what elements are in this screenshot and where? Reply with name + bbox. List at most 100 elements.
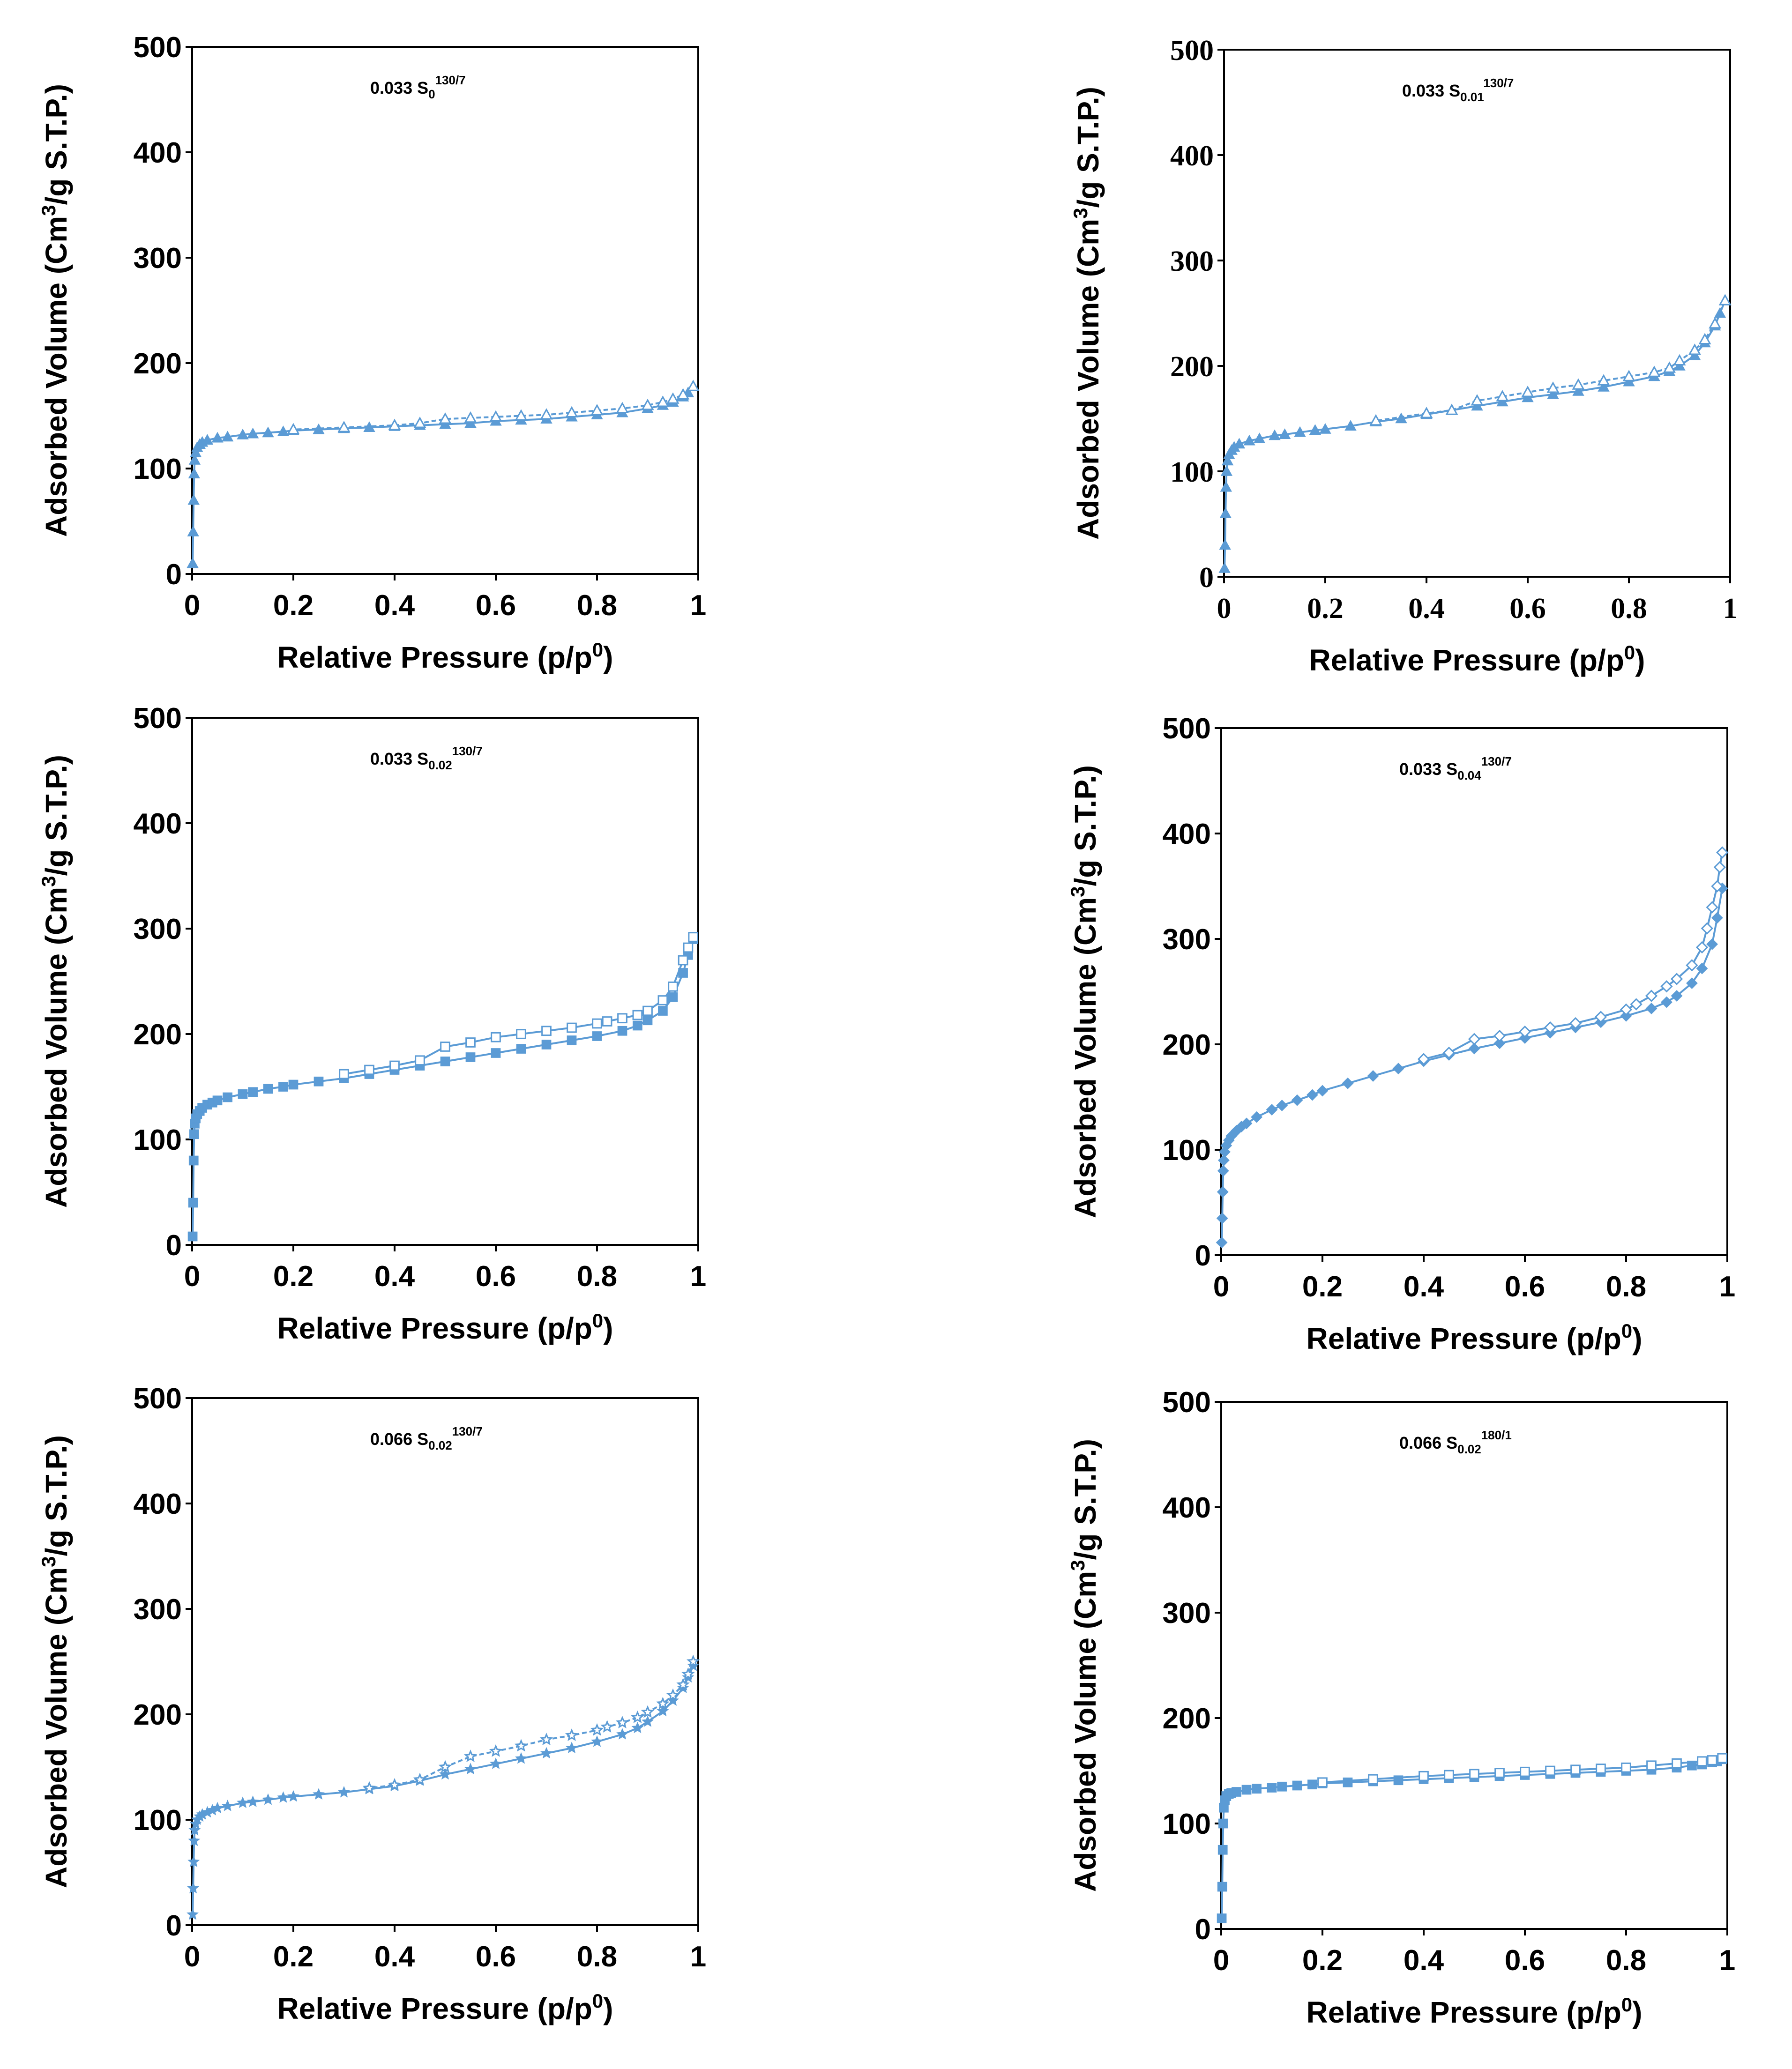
data-point-desorption [1545, 1765, 1555, 1776]
data-point-adsorption [287, 1790, 300, 1802]
data-point-desorption [1496, 390, 1509, 402]
y-tick-label: 0 [166, 1910, 182, 1942]
y-tick-label: 300 [134, 913, 182, 945]
x-tick-label: 1 [690, 1260, 706, 1293]
plot-frame [1223, 49, 1731, 578]
sample-label: 0.033 S0130/7 [370, 73, 466, 101]
data-point-desorption [1686, 959, 1698, 972]
y-axis-label-text: Adsorbed Volume (Cm [1071, 219, 1105, 540]
y-axis-label: Adsorbed Volume (Cm3/g S.T.P.) [37, 755, 73, 1208]
y-axis-label: Adsorbed Volume (Cm3/g S.T.P.) [37, 1435, 73, 1888]
data-point-adsorption [1251, 1111, 1263, 1123]
data-point-desorption [491, 1032, 501, 1042]
data-point-adsorption [237, 428, 249, 439]
data-point-desorption [1701, 922, 1713, 935]
y-axis-label-close: /g S.T.P.) [39, 84, 73, 205]
data-point-adsorption [1696, 962, 1708, 975]
data-point-desorption [602, 1016, 612, 1027]
chart-panel-1: 0 100 200 300 400 500 0 0.2 0.4 0.6 0.8 1 Relative P… [37, 19, 834, 674]
data-point-adsorption [491, 1048, 501, 1058]
data-point-desorption [677, 388, 690, 400]
data-point-desorption [1494, 1768, 1505, 1778]
data-point-desorption [1707, 1755, 1717, 1765]
data-point-adsorption [1714, 307, 1726, 318]
data-point-adsorption [1266, 1104, 1278, 1116]
data-point-desorption [388, 1778, 402, 1791]
data-point-adsorption [277, 1791, 290, 1803]
x-axis-label-text: Relative Pressure (p/p [277, 640, 592, 674]
x-axis-label-text: Relative Pressure (p/p [277, 1992, 592, 2025]
data-point-adsorption [1277, 1781, 1287, 1792]
data-point-adsorption [1219, 539, 1231, 550]
y-tick-label: 400 [1163, 818, 1211, 850]
x-tick-label: 0.8 [577, 1260, 617, 1293]
data-point-adsorption [1711, 912, 1723, 924]
data-point-adsorption [188, 1198, 198, 1208]
plot-frame [191, 46, 699, 575]
data-point-desorption [668, 981, 678, 992]
data-point-desorption [362, 1781, 376, 1794]
sample-label-text: 0.066 S [370, 1429, 428, 1449]
data-point-adsorption [668, 992, 678, 1002]
y-tick-label: 100 [1170, 456, 1214, 488]
x-tick-label: 0.4 [374, 589, 415, 622]
y-tick-label: 400 [134, 1488, 182, 1520]
x-tick-label: 0.4 [374, 1941, 415, 1973]
x-tick-label: 0.2 [1302, 1944, 1343, 1977]
data-point-adsorption [1395, 412, 1407, 424]
x-tick-label: 0.6 [476, 1260, 516, 1293]
data-point-desorption [1620, 1003, 1633, 1016]
y-tick-label: 400 [134, 137, 182, 169]
data-point-desorption [1622, 370, 1635, 381]
data-point-adsorption [1572, 385, 1584, 396]
data-point-desorption [337, 421, 351, 432]
y-axis-label-close: /g S.T.P.) [39, 755, 73, 876]
data-point-desorption [440, 1042, 450, 1052]
x-tick-label: 0.4 [374, 1260, 415, 1293]
data-point-desorption [1688, 343, 1701, 355]
y-axis-label-close: /g S.T.P.) [39, 1435, 73, 1556]
x-axis-label-text: Relative Pressure (p/p [1309, 643, 1624, 677]
data-point-adsorption [1367, 1070, 1379, 1082]
data-point-adsorption [1316, 1085, 1329, 1097]
y-axis-label: Adsorbed Volume (Cm3/g S.T.P.) [1069, 87, 1105, 540]
data-point-desorption [683, 942, 694, 953]
data-point-adsorption [1645, 1003, 1658, 1014]
x-axis-label: Relative Pressure (p/p0) [1307, 1320, 1643, 1355]
data-point-desorption [1520, 1766, 1530, 1777]
y-axis-label-sup: 3 [1067, 886, 1089, 897]
y-tick-label: 500 [1163, 713, 1211, 745]
x-axis-label-sup: 0 [1621, 1994, 1632, 2016]
data-point-adsorption [657, 1704, 669, 1717]
data-point-desorption [540, 408, 553, 420]
data-point-desorption [686, 1654, 700, 1667]
x-axis-label-close: ) [603, 1311, 613, 1345]
data-point-adsorption [1292, 1780, 1302, 1791]
x-axis-label-text: Relative Pressure (p/p [1307, 1995, 1621, 2029]
data-point-desorption [1718, 294, 1732, 305]
y-tick-label: 0 [1195, 1240, 1211, 1272]
y-tick-label: 400 [1170, 140, 1214, 172]
data-point-adsorption [277, 425, 290, 437]
y-axis-label: Adsorbed Volume (Cm3/g S.T.P.) [37, 84, 73, 537]
x-tick-label: 1 [1723, 593, 1738, 625]
x-axis-label-close: ) [1635, 643, 1645, 677]
data-point-desorption [1417, 1053, 1430, 1065]
sample-label-subscript: 0 [428, 87, 435, 101]
data-point-adsorption [187, 1908, 199, 1920]
isotherm-chart: 0 100 200 300 400 500 0 0.2 0.4 0.6 0.8 1 Relative P… [1069, 35, 1738, 677]
sample-label-superscript: 130/7 [435, 73, 466, 87]
y-tick-label: 500 [134, 31, 182, 64]
data-point-desorption [465, 1037, 476, 1048]
data-point-desorption [1596, 1764, 1606, 1774]
isotherm-chart: 0 100 200 300 400 500 0 0.2 0.4 0.6 0.8 1 Relative P… [1067, 1386, 1735, 2029]
y-axis-label-sup: 3 [1067, 1560, 1089, 1570]
data-point-desorption [1468, 1033, 1481, 1045]
data-point-adsorption [211, 432, 224, 443]
chart-panel-6: 0 100 200 300 400 500 0 0.2 0.4 0.6 0.8 1 Relative P… [1067, 1374, 1792, 2029]
data-point-adsorption [187, 525, 199, 536]
y-axis-label: Adsorbed Volume (Cm3/g S.T.P.) [1067, 1439, 1102, 1892]
data-point-adsorption [1240, 1117, 1253, 1130]
data-point-desorption [415, 1055, 425, 1066]
data-point-desorption [388, 418, 401, 431]
